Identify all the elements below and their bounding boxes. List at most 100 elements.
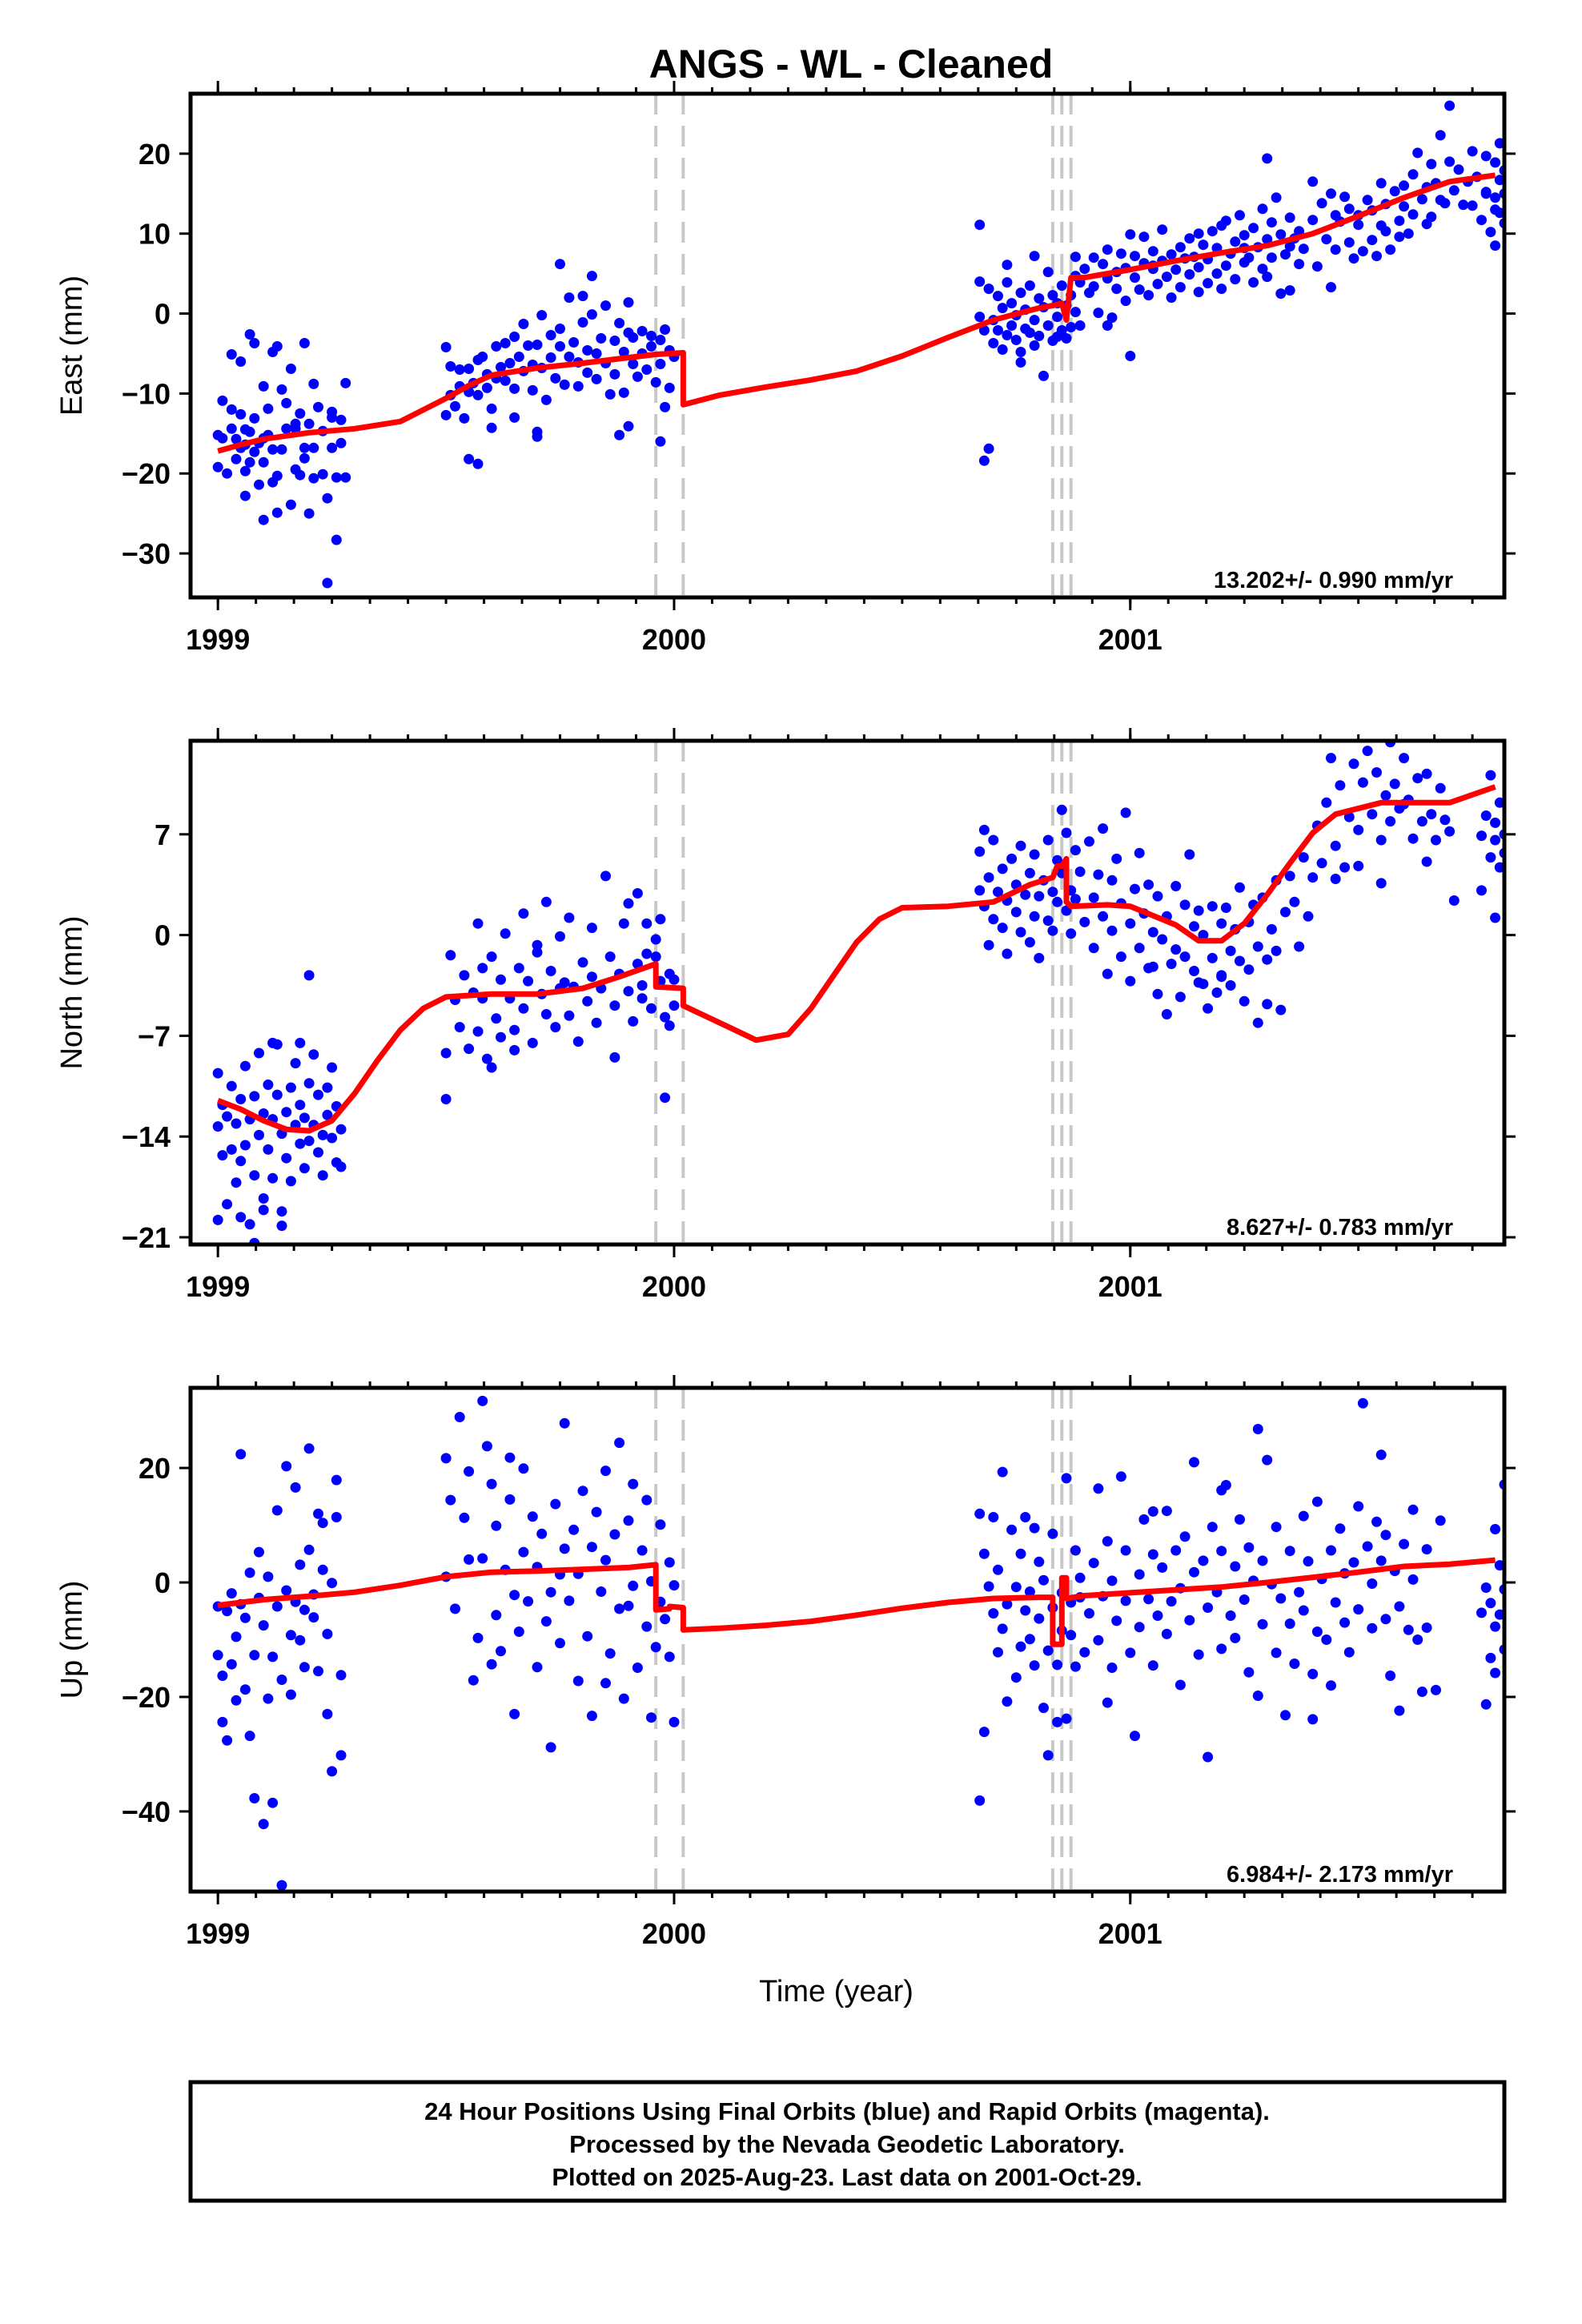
data-point-east-238 bbox=[1157, 224, 1168, 235]
data-point-up-109 bbox=[623, 1515, 634, 1526]
data-point-up-3 bbox=[217, 1671, 228, 1681]
data-point-east-107 bbox=[550, 372, 561, 384]
y-tick-label-up-0: −40 bbox=[122, 1795, 171, 1828]
data-point-north-84 bbox=[518, 908, 529, 919]
data-point-east-262 bbox=[1230, 236, 1241, 247]
data-point-up-250 bbox=[1339, 1617, 1351, 1628]
data-point-up-154 bbox=[1029, 1660, 1040, 1671]
data-point-up-291 bbox=[1375, 1449, 1387, 1461]
data-point-east-17 bbox=[249, 446, 260, 457]
data-point-north-288 bbox=[1494, 797, 1504, 808]
data-point-up-187 bbox=[1120, 1545, 1131, 1556]
data-point-up-78 bbox=[518, 1546, 529, 1558]
data-point-north-176 bbox=[1070, 894, 1081, 905]
data-point-north-115 bbox=[632, 888, 643, 899]
data-point-north-144 bbox=[988, 834, 999, 846]
data-point-east-118 bbox=[582, 367, 593, 378]
y-axis-label-up: Up (mm) bbox=[55, 1581, 89, 1699]
data-point-up-153 bbox=[1029, 1522, 1040, 1534]
data-point-east-261 bbox=[1230, 274, 1241, 285]
data-point-east-255 bbox=[1211, 268, 1223, 279]
data-point-east-181 bbox=[1015, 357, 1026, 368]
data-point-east-4 bbox=[222, 468, 233, 479]
data-point-east-212 bbox=[1070, 251, 1081, 263]
data-point-east-61 bbox=[308, 378, 319, 389]
data-point-up-37 bbox=[295, 1559, 306, 1570]
data-point-east-75 bbox=[454, 364, 465, 375]
data-point-north-116 bbox=[636, 993, 648, 1004]
data-point-up-120 bbox=[660, 1614, 671, 1625]
data-point-east-312 bbox=[1407, 169, 1419, 180]
data-point-east-112 bbox=[564, 292, 575, 304]
data-point-east-69 bbox=[267, 347, 279, 357]
data-point-north-259 bbox=[1353, 824, 1364, 835]
data-point-east-216 bbox=[1088, 281, 1099, 292]
data-point-north-169 bbox=[1056, 804, 1067, 815]
data-point-north-66 bbox=[445, 950, 456, 961]
data-point-up-97 bbox=[582, 1630, 593, 1642]
data-point-up-177 bbox=[1088, 1558, 1099, 1569]
data-point-north-191 bbox=[1120, 807, 1131, 818]
data-point-north-179 bbox=[1084, 836, 1094, 847]
data-point-east-358 bbox=[1307, 176, 1319, 187]
data-point-up-168 bbox=[1061, 1473, 1072, 1484]
data-point-north-238 bbox=[1262, 999, 1273, 1010]
data-point-east-151 bbox=[555, 259, 565, 270]
x-tick-label-east-0: 1999 bbox=[186, 623, 250, 656]
data-point-north-166 bbox=[1047, 925, 1058, 936]
x-tick-label-up-1: 2000 bbox=[642, 1917, 706, 1950]
data-point-north-226 bbox=[1225, 980, 1236, 991]
data-point-north-245 bbox=[1289, 896, 1300, 907]
data-point-north-239 bbox=[1266, 923, 1277, 935]
data-point-east-155 bbox=[655, 436, 666, 447]
data-point-east-336 bbox=[1490, 192, 1501, 203]
data-point-north-177 bbox=[1074, 866, 1086, 877]
data-point-north-16 bbox=[249, 1091, 260, 1102]
data-point-north-246 bbox=[1294, 941, 1305, 952]
data-point-north-297 bbox=[1421, 856, 1432, 867]
data-point-east-97 bbox=[518, 319, 529, 329]
data-point-east-277 bbox=[1275, 229, 1287, 240]
data-point-north-202 bbox=[1152, 891, 1163, 902]
data-point-north-218 bbox=[1203, 1003, 1214, 1014]
data-point-up-260 bbox=[1371, 1516, 1382, 1527]
data-point-north-248 bbox=[1303, 911, 1314, 922]
data-point-north-237 bbox=[1262, 954, 1273, 965]
data-point-north-61 bbox=[303, 970, 315, 981]
x-axis-label: Time (year) bbox=[759, 1975, 913, 2008]
data-point-north-35 bbox=[290, 1058, 301, 1069]
data-point-east-233 bbox=[1143, 290, 1154, 301]
data-point-east-201 bbox=[1061, 333, 1072, 344]
data-point-north-45 bbox=[313, 1089, 323, 1100]
data-point-north-219 bbox=[1207, 901, 1218, 912]
data-point-east-285 bbox=[1307, 215, 1319, 226]
data-point-up-129 bbox=[486, 1659, 497, 1670]
data-point-north-19 bbox=[254, 1047, 264, 1059]
data-point-north-157 bbox=[1024, 867, 1035, 879]
data-point-east-351 bbox=[1375, 220, 1387, 231]
data-point-up-270 bbox=[1407, 1574, 1419, 1585]
data-point-up-268 bbox=[1399, 1538, 1410, 1550]
data-point-up-199 bbox=[1161, 1506, 1172, 1517]
data-point-north-86 bbox=[523, 975, 534, 987]
data-point-east-144 bbox=[664, 382, 675, 393]
data-point-up-204 bbox=[1179, 1531, 1191, 1542]
data-point-north-180 bbox=[1088, 892, 1099, 903]
data-point-north-127 bbox=[664, 1020, 675, 1031]
data-point-up-278 bbox=[1480, 1582, 1492, 1593]
data-point-up-141 bbox=[997, 1623, 1008, 1634]
data-point-north-151 bbox=[1010, 907, 1022, 918]
data-point-north-38 bbox=[299, 1163, 310, 1174]
data-point-up-293 bbox=[1147, 1506, 1158, 1517]
data-point-north-109 bbox=[609, 1051, 620, 1063]
frame-north bbox=[188, 738, 1507, 1247]
data-point-north-51 bbox=[327, 1132, 338, 1144]
data-point-east-311 bbox=[1403, 228, 1414, 239]
data-point-east-79 bbox=[464, 364, 475, 374]
data-point-north-156 bbox=[1024, 937, 1035, 948]
data-point-north-138 bbox=[974, 846, 986, 857]
data-point-up-68 bbox=[481, 1441, 492, 1452]
data-point-up-2 bbox=[217, 1716, 228, 1727]
data-point-north-21 bbox=[258, 1193, 269, 1204]
data-point-up-144 bbox=[1006, 1524, 1018, 1535]
